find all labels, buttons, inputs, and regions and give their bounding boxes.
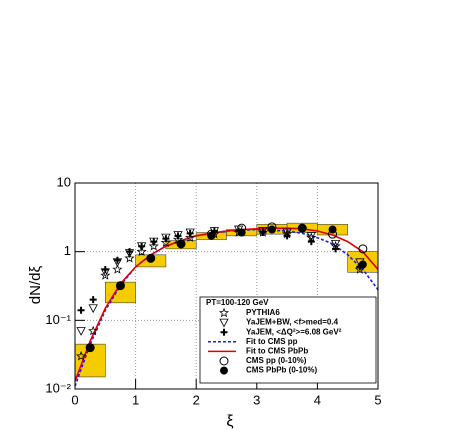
legend-label: CMS pp (0-10%) — [246, 356, 307, 365]
plot-frame — [74, 182, 379, 390]
circle-marker — [86, 343, 95, 352]
plus-marker — [138, 242, 146, 250]
legend-label: Fit to CMS pp — [246, 337, 298, 346]
legend-label: YaJEM+BW, <f>med=0.4 — [246, 318, 339, 327]
star-marker — [88, 325, 99, 336]
x-tick-label: 1 — [132, 392, 139, 407]
star-marker — [76, 350, 87, 361]
star-marker — [218, 307, 230, 318]
legend-box — [199, 296, 377, 384]
y-tick-label: 10⁻¹ — [45, 312, 71, 327]
x-tick-label: 0 — [71, 392, 78, 407]
triangle-marker — [306, 231, 317, 241]
plus-marker — [186, 229, 194, 237]
triangle-marker — [282, 228, 292, 238]
plus-marker — [307, 238, 315, 246]
open-circle-marker — [219, 356, 229, 366]
x-tick-label: 5 — [374, 392, 381, 407]
circle-marker — [298, 224, 307, 233]
star-marker — [185, 232, 196, 242]
legend-label: Fit to CMS PbPb — [246, 347, 308, 356]
star-marker — [112, 264, 123, 274]
plus-marker — [150, 238, 158, 246]
star-marker — [136, 246, 147, 256]
plus-marker — [283, 232, 291, 240]
legend-label: YaJEM, <ΔQ²>=6.08 GeV² — [246, 327, 342, 336]
circle-marker — [116, 281, 125, 290]
circle-marker — [207, 231, 216, 240]
circle-marker — [237, 228, 246, 237]
star-marker — [100, 270, 111, 280]
y-axis-label: dN/dξ — [27, 266, 44, 305]
plus-marker — [332, 245, 340, 253]
circle-marker — [267, 225, 276, 234]
fit-line — [74, 227, 379, 382]
x-tick-label: 4 — [314, 392, 321, 407]
plus-marker — [126, 248, 134, 256]
legend-label: CMS PbPb (0-10%) — [246, 366, 317, 375]
triangle-marker — [330, 239, 341, 249]
circle-marker — [220, 366, 228, 375]
x-tick-label: 2 — [193, 392, 200, 407]
open-circle-marker — [358, 244, 368, 254]
plus-marker — [113, 256, 121, 264]
star-marker — [160, 237, 171, 248]
legend-title: PT=100-120 GeV — [206, 298, 269, 307]
plus-marker — [220, 328, 228, 336]
plus-marker — [77, 306, 85, 314]
y-tick-label: 10 — [57, 174, 71, 189]
legend-label: PYTHIA6 — [246, 308, 280, 317]
circle-marker — [328, 225, 337, 234]
plus-marker — [174, 232, 182, 240]
y-tick-label: 10⁻² — [45, 380, 71, 395]
triangle-marker — [219, 318, 229, 328]
triangle-marker — [76, 327, 86, 336]
y-tick-label: 1 — [64, 243, 71, 258]
triangle-marker — [258, 227, 268, 236]
star-marker — [148, 240, 159, 251]
x-tick-label: 3 — [253, 392, 260, 407]
x-axis-label: ξ — [226, 413, 233, 430]
star-marker — [124, 252, 135, 263]
circle-marker — [358, 260, 367, 269]
plus-marker — [259, 229, 267, 237]
circle-marker — [146, 254, 155, 263]
fit-line — [74, 228, 379, 387]
triangle-marker — [88, 304, 98, 314]
plus-marker — [101, 265, 109, 273]
plus-marker — [89, 296, 97, 304]
circle-marker — [177, 239, 186, 248]
plus-marker — [162, 235, 170, 243]
